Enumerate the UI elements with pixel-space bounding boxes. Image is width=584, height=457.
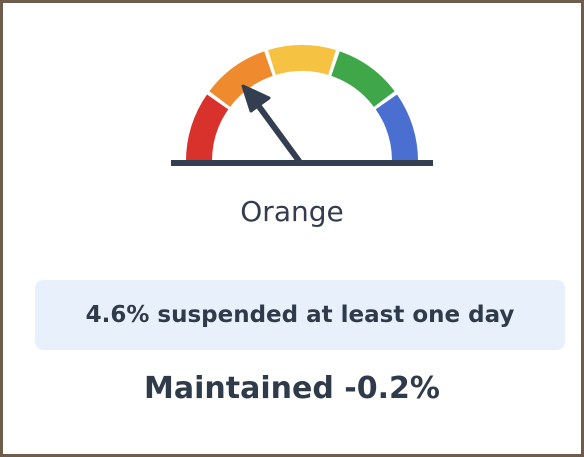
gauge-segments: [186, 44, 418, 161]
gauge-segment: [268, 44, 336, 75]
gauge-needle: [252, 98, 302, 164]
gauge-segment: [209, 51, 273, 107]
level-label: Orange: [240, 195, 344, 228]
change-label: Maintained -0.2%: [144, 371, 440, 406]
needle-head: [241, 84, 271, 113]
gauge-segment: [331, 51, 395, 107]
gauge-segment: [186, 94, 229, 161]
gauge-segment: [375, 94, 418, 161]
gauge: [171, 44, 433, 166]
stat-box: 4.6% suspended at least one day: [35, 280, 565, 350]
